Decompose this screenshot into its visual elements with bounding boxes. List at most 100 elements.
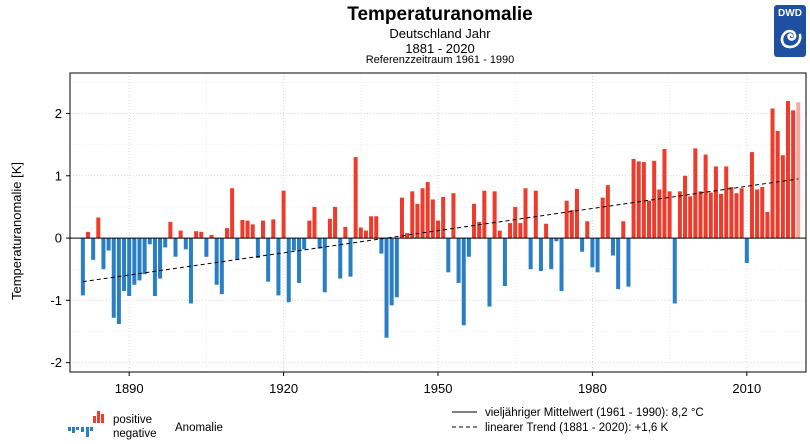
bar-1912 — [240, 220, 245, 239]
bar-1994 — [662, 148, 667, 239]
bar-1900 — [178, 230, 183, 239]
bar-2006 — [724, 166, 729, 239]
x-tick-label: 1950 — [424, 381, 453, 396]
bar-1893 — [142, 238, 147, 275]
bar-2015 — [770, 108, 775, 239]
bar-1997 — [677, 191, 682, 239]
bar-1971 — [544, 223, 549, 239]
bar-1959 — [482, 190, 487, 239]
bar-1932 — [343, 226, 348, 239]
bar-1928 — [322, 238, 327, 293]
y-tick-label: 1 — [55, 168, 62, 183]
chart-subtitle-period: 1881 - 2020 — [405, 41, 475, 56]
bar-1947 — [420, 188, 425, 239]
bar-1933 — [348, 238, 353, 277]
bar-1918 — [271, 219, 276, 239]
bar-2009 — [739, 188, 744, 239]
bar-2004 — [713, 166, 718, 239]
x-tick-label: 1890 — [115, 381, 144, 396]
bar-1978 — [580, 238, 585, 252]
bar-1972 — [549, 238, 554, 270]
bar-1958 — [477, 221, 482, 239]
bar-1968 — [528, 238, 533, 270]
bar-1965 — [513, 206, 518, 239]
bar-1921 — [286, 238, 291, 303]
legend-positive-bar — [93, 416, 96, 423]
bar-1944 — [405, 233, 410, 239]
bar-1988 — [631, 158, 636, 239]
chart-subtitle-reference: Referenzzeitraum 1961 - 1990 — [365, 54, 515, 66]
bar-1961 — [492, 191, 497, 239]
bar-1940 — [384, 238, 389, 338]
bar-1984 — [610, 238, 616, 256]
bar-1977 — [574, 188, 579, 239]
bar-1936 — [363, 230, 368, 239]
bar-1919 — [276, 238, 281, 296]
bar-1975 — [564, 200, 569, 239]
bar-1899 — [173, 238, 178, 257]
legend-mean-label: vieljähriger Mittelwert (1961 - 1990): 8… — [485, 407, 704, 419]
bar-1980 — [590, 238, 595, 268]
bar-1990 — [641, 162, 646, 239]
bar-1895 — [152, 238, 157, 297]
bar-1957 — [472, 203, 477, 239]
bar-1941 — [389, 238, 394, 306]
grid-lines — [70, 73, 806, 372]
bar-1914 — [250, 224, 255, 239]
bar-1985 — [616, 238, 621, 290]
bar-1973 — [554, 238, 559, 242]
bar-1950 — [435, 220, 441, 239]
x-tick-label: 2010 — [732, 381, 761, 396]
bar-1905 — [204, 238, 209, 257]
bar-1991 — [647, 200, 652, 239]
bar-1979 — [585, 221, 590, 239]
bar-1981 — [595, 238, 600, 273]
bar-1898 — [168, 221, 173, 239]
bar-1999 — [688, 196, 693, 239]
bar-1960 — [487, 238, 492, 307]
legend-negative-bar — [86, 427, 89, 437]
bar-1939 — [379, 238, 384, 254]
bar-1951 — [441, 196, 446, 239]
bar-1976 — [569, 210, 574, 239]
bar-1937 — [369, 216, 374, 239]
bar-2005 — [719, 193, 724, 239]
bar-1911 — [235, 238, 240, 260]
bar-1894 — [147, 238, 152, 245]
bar-2008 — [734, 193, 739, 239]
bar-1998 — [683, 175, 688, 239]
legend-positive-bar — [97, 411, 100, 423]
bar-1966 — [518, 223, 523, 239]
bar-1953 — [451, 193, 456, 239]
bar-1904 — [199, 231, 204, 239]
bar-1916 — [260, 220, 266, 239]
bar-1925 — [307, 220, 312, 239]
bar-1882 — [86, 231, 91, 239]
bar-1989 — [636, 161, 641, 239]
anomaly-legend-icon — [68, 411, 104, 437]
legend-negative-bar — [68, 427, 71, 431]
bar-1906 — [209, 234, 214, 239]
bar-1987 — [626, 238, 631, 287]
bar-1884 — [96, 217, 101, 239]
bar-1963 — [502, 238, 507, 287]
bar-1922 — [291, 238, 296, 251]
bar-1907 — [214, 238, 219, 285]
bar-1915 — [255, 238, 260, 259]
legend: positive negative Anomalie vieljähriger … — [68, 407, 704, 440]
legend-negative-bar — [76, 427, 79, 430]
bar-1974 — [559, 238, 564, 292]
bar-2017 — [780, 155, 785, 239]
bar-1934 — [353, 157, 358, 239]
bar-1942 — [394, 238, 399, 298]
bar-1962 — [497, 230, 502, 239]
bar-1892 — [137, 238, 142, 281]
bar-series — [80, 101, 801, 338]
legend-trend-label: linearer Trend (1881 - 2020): +1,6 K — [485, 422, 668, 434]
bar-1891 — [132, 238, 137, 285]
y-tick-label: -1 — [50, 293, 62, 308]
bar-1956 — [466, 238, 471, 257]
bar-1964 — [508, 223, 513, 239]
y-tick-label: 0 — [55, 231, 62, 246]
